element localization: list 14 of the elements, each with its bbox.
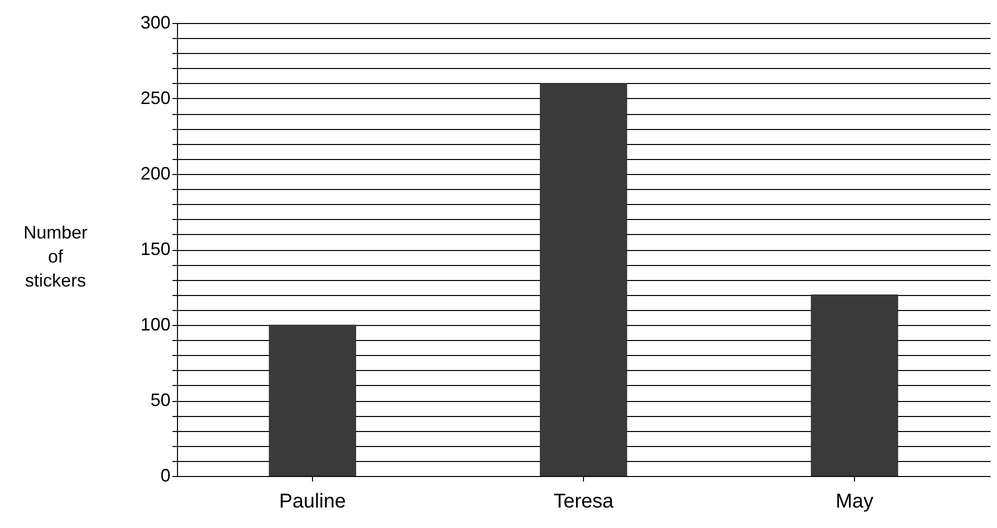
y-tick-label: 50 (150, 390, 170, 410)
x-tick-label: May (836, 490, 874, 512)
x-tick-label: Pauline (279, 490, 346, 512)
x-tick-label: Teresa (553, 490, 614, 512)
y-tick-label: 0 (160, 466, 170, 486)
bar (540, 83, 628, 476)
y-axis-title: Number of stickers (23, 222, 88, 290)
y-tick-label: 300 (140, 12, 170, 32)
y-tick-label: 150 (140, 239, 170, 259)
y-tick-label: 100 (140, 314, 170, 334)
y-tick-label: 200 (140, 164, 170, 184)
y-tick-label: 250 (140, 88, 170, 108)
bar (268, 324, 356, 476)
bar (810, 294, 898, 476)
